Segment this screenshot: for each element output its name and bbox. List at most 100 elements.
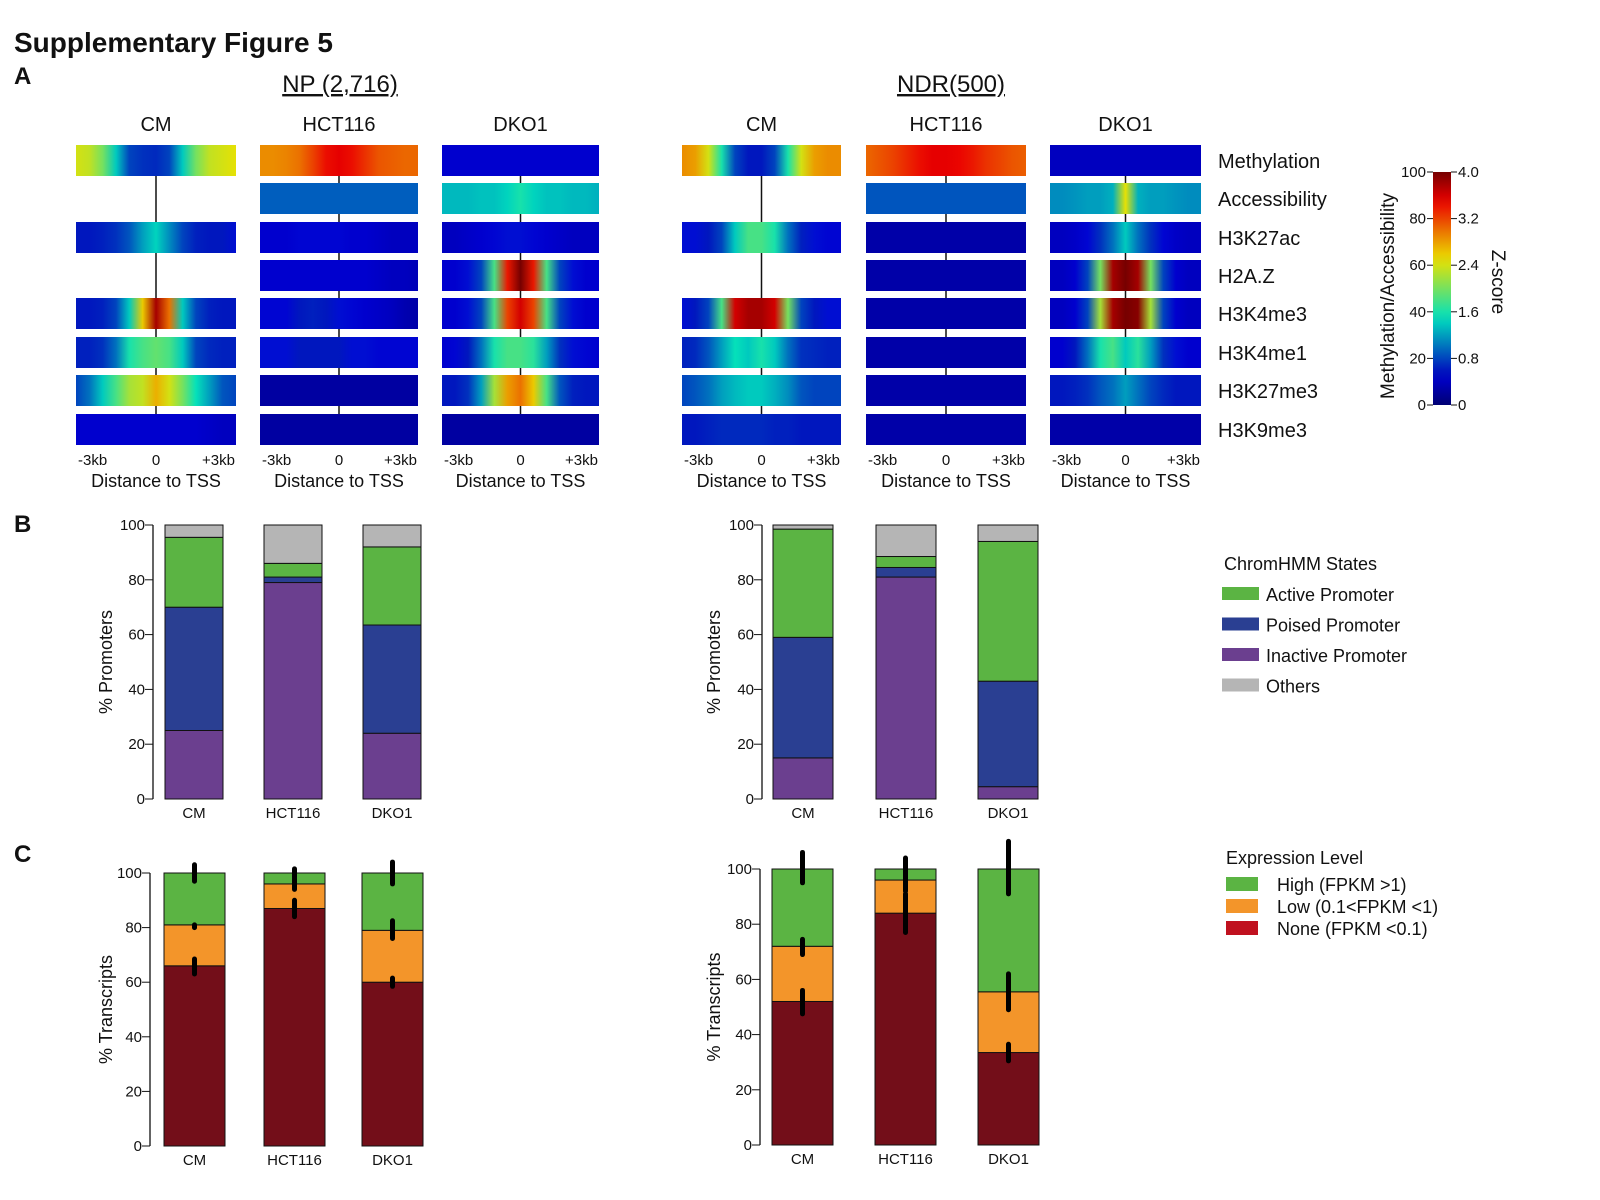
row-label: Accessibility bbox=[1218, 189, 1327, 211]
y-tick-label: 40 bbox=[737, 681, 754, 698]
x-tick-label: HCT116 bbox=[266, 805, 321, 822]
y-tick-label: 0 bbox=[134, 1138, 142, 1155]
chart-c-ndr: 0 20 40 60 80 100 % Transcripts CM HCT116 DKO1 bbox=[704, 838, 1040, 1168]
legend-swatch bbox=[1222, 678, 1259, 692]
heatmap-cell-dko1-h3k4me1 bbox=[442, 337, 599, 368]
legend-title: Expression Level bbox=[1226, 848, 1363, 868]
bar-segment-active bbox=[875, 556, 937, 568]
y-tick-label: 60 bbox=[128, 627, 145, 644]
heatmap-cell-cm-h3k27ac bbox=[76, 222, 236, 253]
y-tick-label: 100 bbox=[120, 517, 145, 534]
x-tick-label: 0 bbox=[516, 452, 524, 469]
y-tick-label: 80 bbox=[737, 572, 754, 589]
x-axis-label: Distance to TSS bbox=[881, 471, 1011, 491]
bar-segment-active bbox=[977, 540, 1039, 682]
colorbar-left-tick: 80 bbox=[1409, 211, 1426, 228]
bar-segment-others bbox=[875, 524, 937, 558]
legend-swatch bbox=[1226, 877, 1258, 891]
heatmap-cell-hct116-h3k4me1 bbox=[260, 337, 418, 368]
y-tick-label: 40 bbox=[128, 681, 145, 698]
heatmap-cell-dko1-h3k4me1 bbox=[1050, 337, 1201, 368]
bar-segment-others bbox=[977, 524, 1039, 542]
heatmap-cell-dko1-h3k27me3 bbox=[442, 375, 599, 406]
bar-segment-others bbox=[263, 524, 323, 564]
colorbar-right-tick: 2.4 bbox=[1458, 257, 1479, 274]
bar-segment-active bbox=[772, 528, 834, 638]
colorbar-right-tick: 4.0 bbox=[1458, 164, 1479, 181]
legend-swatch bbox=[1226, 921, 1258, 935]
heatmap-cell-hct116-h3k27me3 bbox=[260, 375, 418, 406]
heatmap-cell-hct116-h3k27ac bbox=[866, 222, 1026, 253]
x-axis-label: Distance to TSS bbox=[274, 471, 404, 491]
bar-segment-inactive bbox=[875, 576, 937, 800]
heatmap-cell-dko1-h3k9me3 bbox=[442, 414, 599, 445]
sample-header: HCT116 bbox=[910, 114, 983, 136]
heatmap-cell-hct116-methylation bbox=[866, 145, 1026, 176]
panel-label-c: C bbox=[14, 841, 31, 868]
bar-segment-none bbox=[263, 907, 326, 1147]
y-axis-label: % Promoters bbox=[96, 610, 116, 714]
x-tick-label: 0 bbox=[152, 452, 160, 469]
row-label: H3K9me3 bbox=[1218, 420, 1307, 442]
x-tick-label: HCT116 bbox=[267, 1152, 322, 1169]
y-tick-label: 20 bbox=[737, 736, 754, 753]
y-tick-label: 60 bbox=[737, 627, 754, 644]
heatmap-cell-dko1-accessibility bbox=[1050, 183, 1201, 214]
bar-segment-none bbox=[874, 912, 937, 1146]
heatmap-cell-hct116-h3k4me3 bbox=[260, 298, 418, 329]
bar-segment-inactive bbox=[772, 757, 834, 800]
legend-label: Others bbox=[1266, 677, 1320, 697]
heatmap-cell-hct116-h2az bbox=[260, 260, 418, 291]
x-tick-label: +3kb bbox=[992, 452, 1025, 469]
y-tick-label: 100 bbox=[727, 861, 752, 878]
bar-segment-inactive bbox=[164, 730, 224, 800]
bar-charts: 0 20 40 60 80 100 % Promoters CM HCT116 DKO1 0 20 40… bbox=[96, 517, 1040, 1169]
y-axis-label: % Promoters bbox=[704, 610, 724, 714]
colorbar-left-tick: 40 bbox=[1409, 304, 1426, 321]
heatmap-cell-dko1-accessibility bbox=[442, 183, 599, 214]
bar-segment-inactive bbox=[977, 786, 1039, 800]
row-label: H3K27me3 bbox=[1218, 381, 1318, 403]
colorbar-right-tick: 1.6 bbox=[1458, 304, 1479, 321]
x-axis-label: Distance to TSS bbox=[697, 471, 827, 491]
heatmap-panel: NP (2,716) CM -3kb 0 +3kb Distance to TSS HCT1… bbox=[76, 71, 1327, 491]
panel-label-a: A bbox=[14, 63, 31, 90]
bar-segment-active bbox=[164, 536, 224, 608]
heatmap-cell-cm-h3k27me3 bbox=[76, 375, 236, 406]
y-tick-label: 60 bbox=[125, 974, 142, 991]
heatmap-cell-cm-h3k4me1 bbox=[76, 337, 236, 368]
y-tick-label: 20 bbox=[735, 1082, 752, 1099]
heatmap-cell-cm-h3k9me3 bbox=[682, 414, 841, 445]
figure-title: Supplementary Figure 5 bbox=[14, 27, 333, 58]
y-tick-label: 80 bbox=[735, 916, 752, 933]
heatmap-cell-cm-methylation bbox=[682, 145, 841, 176]
bar-segment-poised bbox=[977, 680, 1039, 788]
sample-header: CM bbox=[746, 114, 777, 136]
bar-segment-poised bbox=[164, 606, 224, 732]
x-tick-label: +3kb bbox=[384, 452, 417, 469]
bar-segment-none bbox=[977, 1052, 1040, 1146]
heatmap-cell-dko1-h3k27ac bbox=[442, 222, 599, 253]
row-label: H3K27ac bbox=[1218, 228, 1300, 250]
x-axis-label: Distance to TSS bbox=[1061, 471, 1191, 491]
y-tick-label: 100 bbox=[117, 865, 142, 882]
x-tick-label: 0 bbox=[335, 452, 343, 469]
y-tick-label: 20 bbox=[128, 736, 145, 753]
x-tick-label: CM bbox=[791, 805, 814, 822]
bar-segment-poised bbox=[362, 624, 422, 734]
x-axis-label: Distance to TSS bbox=[91, 471, 221, 491]
heatmap-cell-dko1-h2az bbox=[442, 260, 599, 291]
heatmap-cell-dko1-h2az bbox=[1050, 260, 1201, 291]
bar-segment-poised bbox=[772, 636, 834, 759]
x-tick-label: -3kb bbox=[684, 452, 713, 469]
heatmap-cell-cm-h3k9me3 bbox=[76, 414, 236, 445]
heatmap-cell-hct116-h3k4me1 bbox=[866, 337, 1026, 368]
y-tick-label: 0 bbox=[746, 791, 754, 808]
colorbar-right-label: Z-score bbox=[1487, 250, 1508, 314]
bar-segment-none bbox=[771, 1000, 834, 1146]
x-tick-label: +3kb bbox=[565, 452, 598, 469]
x-tick-label: DKO1 bbox=[372, 1152, 413, 1169]
legend-label: Low (0.1<FPKM <1) bbox=[1277, 897, 1438, 917]
legend-label: None (FPKM <0.1) bbox=[1277, 919, 1428, 939]
